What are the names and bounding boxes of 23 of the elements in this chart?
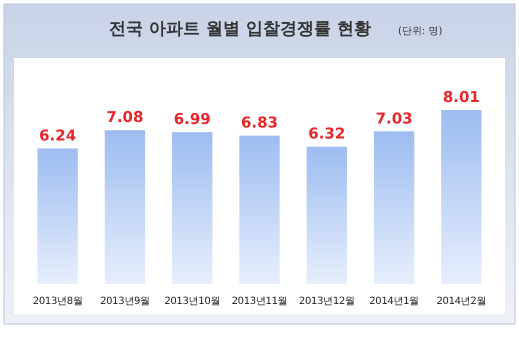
chart-title: 전국 아파트 월별 입찰경쟁률 현황: [109, 19, 371, 39]
bar: [239, 136, 280, 284]
bar: [374, 131, 414, 284]
x-tick-label: 2013년8월: [32, 296, 82, 307]
data-label: 6.24: [39, 126, 76, 144]
data-label: 7.08: [106, 108, 144, 126]
x-tick-label: 2013년11월: [232, 296, 288, 307]
x-tick-label: 2013년9월: [100, 296, 150, 307]
bar: [441, 110, 482, 284]
data-label: 6.32: [308, 124, 346, 143]
bar: [306, 146, 347, 284]
x-tick-label: 2014년1월: [369, 296, 419, 307]
chart-subtitle: (단위: 명): [398, 26, 442, 37]
data-label: 7.03: [376, 109, 413, 128]
x-tick-label: 2013년10월: [164, 296, 220, 307]
x-tick-label: 2013년12월: [298, 296, 355, 307]
bar: [104, 130, 146, 284]
x-tick-label: 2014년2월: [436, 296, 486, 307]
data-label: 6.99: [174, 110, 211, 128]
data-label: 8.01: [442, 88, 480, 106]
bar: [37, 148, 78, 284]
data-label: 6.83: [240, 114, 278, 132]
bar: [172, 132, 212, 284]
